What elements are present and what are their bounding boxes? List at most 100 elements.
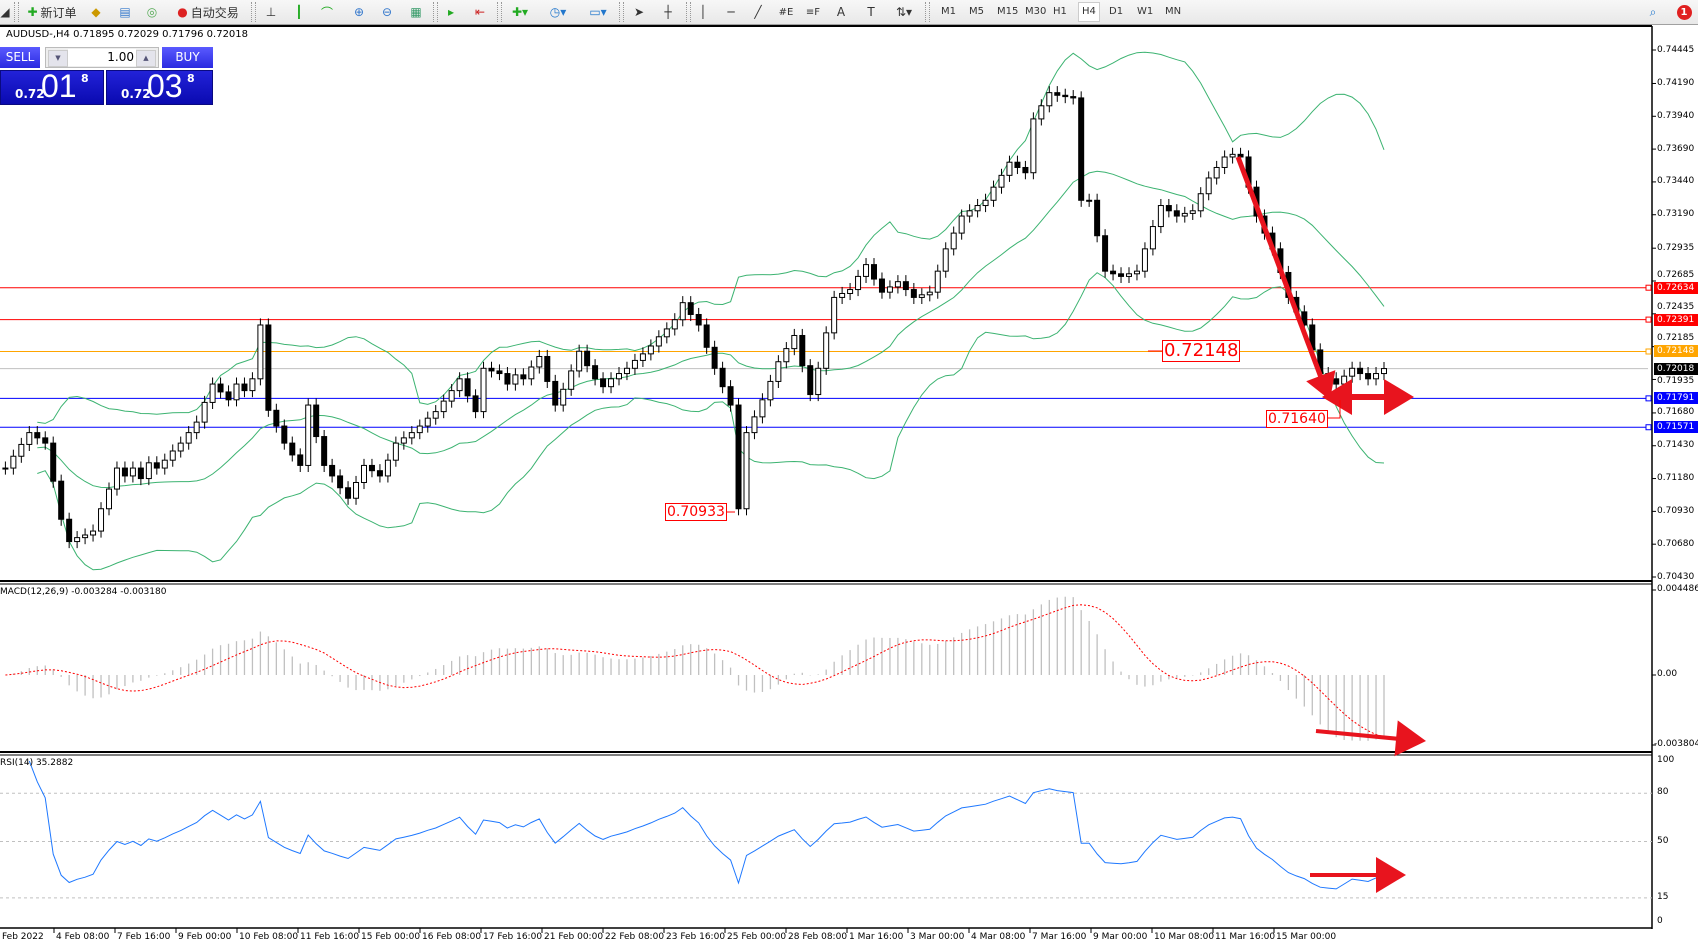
candle-body [440, 400, 447, 413]
data-window-icon[interactable]: ▤ [119, 5, 131, 19]
buy-button[interactable]: BUY [162, 47, 213, 68]
price-level-label[interactable]: 0.72391 [1654, 313, 1698, 326]
vertical-line-icon[interactable]: │ [699, 5, 707, 19]
chart-shift-icon[interactable]: ⇤ [474, 5, 486, 19]
price-level-label[interactable]: 0.72634 [1654, 281, 1698, 294]
timeframe-m5[interactable]: M5 [969, 6, 984, 17]
search-icon[interactable]: ⌕ [1649, 4, 1657, 19]
tile-windows-icon[interactable]: ▦ [410, 5, 422, 19]
candle-body [217, 383, 224, 393]
candle [42, 431, 49, 450]
market-watch-icon[interactable]: ◆ [91, 5, 101, 19]
price-level-label[interactable]: 0.71571 [1654, 421, 1698, 434]
candle-body [1102, 235, 1109, 272]
buy-price-box[interactable]: 0.72 03 8 [106, 68, 213, 105]
fibonacci-icon[interactable]: ≡F [805, 6, 821, 18]
toolbar-edge-icon[interactable]: ◢ [0, 5, 10, 19]
candle [735, 398, 742, 516]
price-axis-label: 0.72685 [1657, 269, 1695, 280]
candle [448, 384, 455, 408]
candle-body [233, 383, 240, 401]
navigator-icon[interactable]: ◎ [146, 5, 158, 19]
time-axis-label: 3 Mar 00:00 [910, 932, 965, 942]
price-level-label[interactable]: 0.71791 [1654, 392, 1698, 405]
arrows-dropdown-icon[interactable]: ⇅▾ [895, 5, 913, 19]
candle-body [209, 383, 216, 403]
crosshair-icon[interactable]: ┼ [664, 5, 672, 19]
timeframe-m15[interactable]: M15 [997, 6, 1019, 17]
candle [1349, 361, 1356, 383]
sell-price-box[interactable]: 0.72 01 8 [0, 68, 104, 105]
candle [321, 429, 328, 472]
candle [910, 282, 917, 304]
candle [703, 318, 710, 354]
annotation-level-a[interactable]: 0.72148 [1162, 340, 1241, 362]
line-chart-icon[interactable]: ⌒ [320, 5, 333, 20]
candle-body [329, 464, 336, 477]
rsi-label: RSI(14) 35.2882 [0, 758, 74, 768]
candle-body [416, 425, 423, 434]
volume-increase-icon[interactable]: ▲ [136, 50, 156, 67]
zoom-out-icon[interactable]: ⊖ [381, 5, 393, 19]
timeframe-h4[interactable]: H4 [1078, 2, 1100, 22]
indicators-dropdown-icon[interactable]: ✚▾ [511, 5, 529, 19]
equidistant-channel-icon[interactable]: #E [778, 6, 794, 18]
text-icon[interactable]: A [836, 5, 846, 19]
templates-dropdown-icon[interactable]: ▭▾ [589, 5, 607, 19]
candlestick-chart-icon[interactable]: ┃ [295, 5, 303, 19]
bar-chart-icon[interactable]: ⊥ [265, 5, 277, 19]
candle-body [1086, 199, 1093, 202]
candle-body [886, 286, 893, 293]
candle-body [353, 481, 360, 499]
candle-body [1373, 373, 1380, 380]
candle-body [90, 530, 97, 536]
candle [50, 436, 57, 488]
notification-badge: 1 [1676, 4, 1692, 20]
price-axis-label: 0.73440 [1657, 176, 1695, 187]
time-axis-label: 11 Feb 16:00 [300, 932, 360, 942]
candle-body [1229, 153, 1236, 158]
timeframe-m30[interactable]: M30 [1025, 6, 1047, 17]
new-order-button[interactable]: ✚ 新订单 [22, 3, 82, 21]
annotation-level-b[interactable]: 0.71640 [1266, 410, 1328, 428]
price-axis-label: 0.72935 [1657, 242, 1695, 253]
zoom-in-icon[interactable]: ⊕ [353, 5, 365, 19]
price-level-label[interactable]: 0.72018 [1654, 362, 1698, 375]
text-label-icon[interactable]: T [867, 5, 875, 19]
annotation-low[interactable]: 0.70933 [665, 503, 727, 521]
candle [918, 288, 925, 304]
candle-body [1149, 226, 1156, 250]
cursor-icon[interactable]: ➤ [633, 5, 645, 19]
volume-decrease-icon[interactable]: ▼ [48, 50, 68, 67]
price-level-label[interactable]: 0.72148 [1654, 345, 1698, 358]
timeframe-d1[interactable]: D1 [1109, 6, 1124, 17]
candle [950, 226, 957, 256]
timeframe-h1[interactable]: H1 [1053, 6, 1067, 17]
auto-scroll-icon[interactable]: ▸ [447, 5, 455, 19]
volume-stepper[interactable]: ▼ 1.00 ▲ [45, 47, 159, 68]
timeframe-w1[interactable]: W1 [1137, 6, 1154, 17]
sell-button[interactable]: SELL [0, 47, 40, 68]
periods-dropdown-icon[interactable]: ◷▾ [549, 5, 567, 19]
auto-trading-button[interactable]: ● 自动交易 [172, 3, 244, 21]
notifications-button[interactable]: 1 [1674, 3, 1694, 21]
horizontal-line-icon[interactable]: ─ [727, 5, 735, 19]
toolbar-separator [925, 2, 930, 22]
candle [161, 453, 168, 475]
candle [839, 286, 846, 304]
candle-body [775, 361, 782, 382]
trendline-icon[interactable]: ╱ [754, 5, 762, 19]
candle-body [504, 373, 511, 385]
candle [615, 366, 622, 386]
candle-body [1205, 177, 1212, 195]
candle [1157, 198, 1164, 234]
candle-body [918, 294, 925, 298]
timeframe-mn[interactable]: MN [1165, 6, 1182, 17]
timeframe-m1[interactable]: M1 [941, 6, 956, 17]
candle-body [958, 215, 965, 234]
candle [608, 372, 615, 394]
candle [90, 524, 97, 542]
candle [1173, 204, 1180, 223]
volume-input[interactable]: 1.00 [68, 49, 136, 66]
